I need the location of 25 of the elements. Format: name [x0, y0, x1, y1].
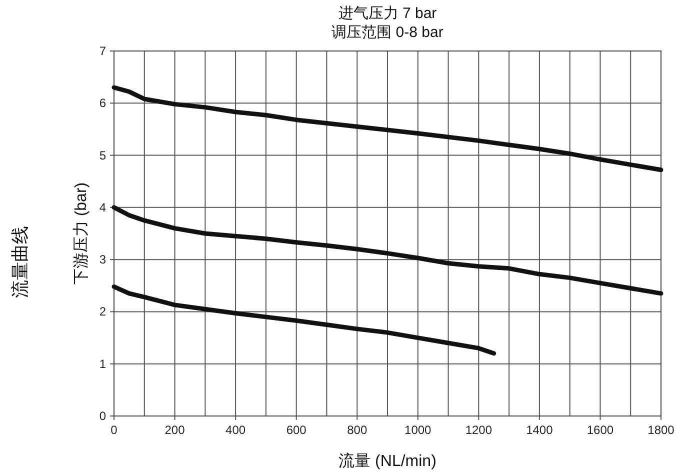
x-tick-label: 0: [110, 423, 118, 437]
y-tick-label: 0: [99, 409, 106, 423]
line-series: [112, 205, 664, 296]
x-tick-label: 200: [164, 423, 186, 437]
y-tick-label: 5: [99, 148, 106, 162]
text: 流量曲线: [10, 226, 30, 298]
y-tick-label: 7: [99, 44, 106, 58]
y-tick-label: 3: [99, 252, 106, 267]
y-axis-title: 下游压力 (bar): [72, 182, 90, 285]
chart-title: 进气压力 7 bar 调压范围 0-8 bar: [332, 5, 444, 41]
y-tick-label: 4: [99, 200, 106, 214]
x-tick-label: 1000: [404, 423, 432, 437]
x-tick-label: 600: [286, 423, 307, 437]
y-tick-label: 2: [99, 304, 106, 319]
x-tick-label: 1600: [586, 423, 614, 437]
line-series: [112, 284, 496, 356]
x-tick-label: 800: [347, 423, 368, 437]
x-tick-label: 1400: [526, 423, 554, 437]
x-tick-label: 1200: [465, 423, 492, 437]
line-series: [112, 85, 664, 172]
x-axis-title: 流量 (NL/min): [338, 452, 436, 470]
y-tick-label: 1: [99, 356, 106, 371]
y-tick-label: 6: [99, 96, 106, 110]
x-tick-label: 1800: [648, 423, 675, 437]
x-tick-label: 400: [226, 423, 246, 437]
